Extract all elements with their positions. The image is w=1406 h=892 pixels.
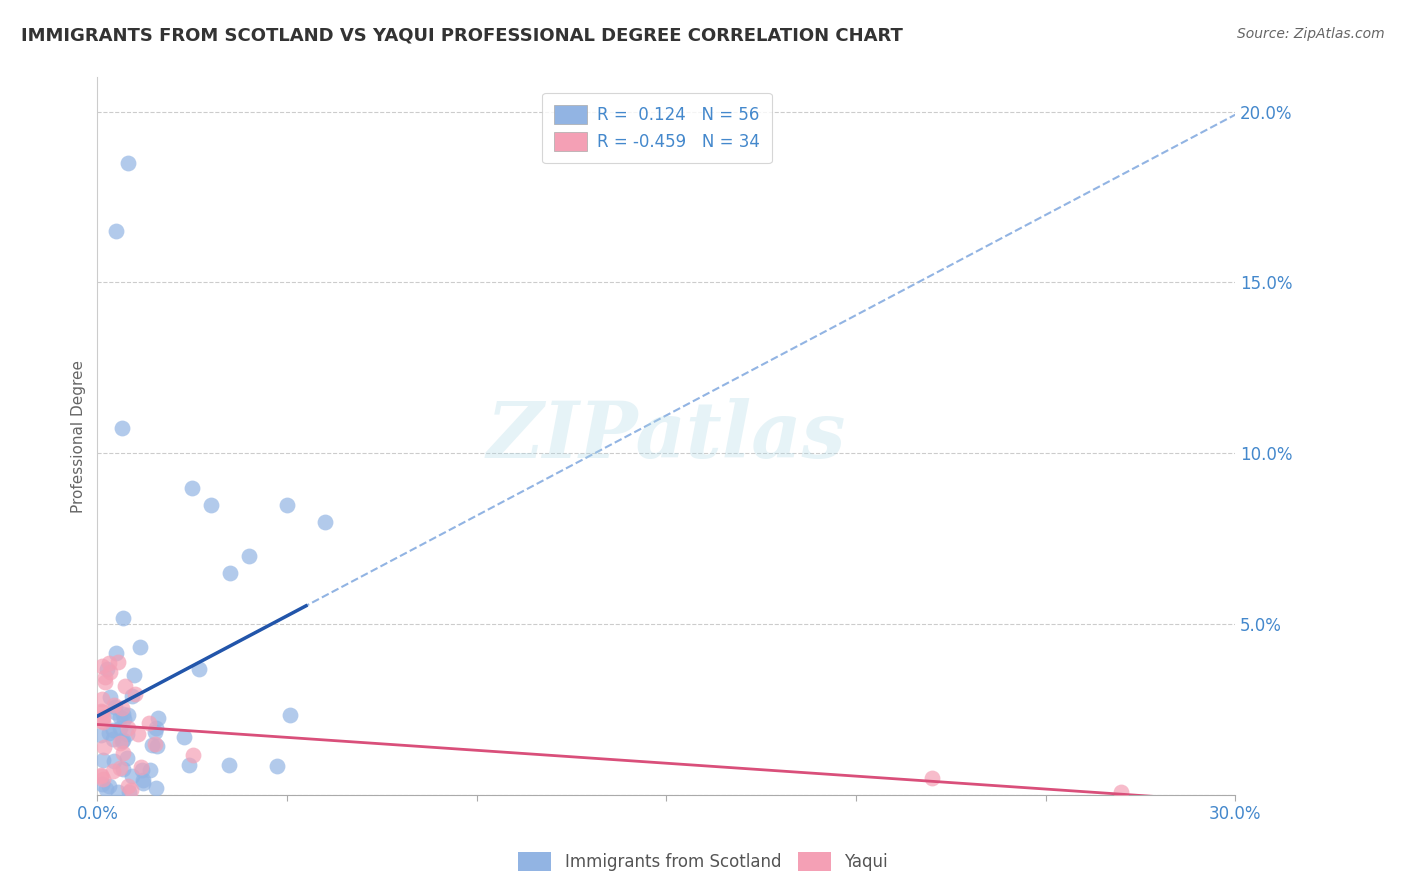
Point (117, 156, 139, 170)
Point (139, 764, 162, 778)
Point (107, 784, 129, 798)
Point (94, 670, 117, 684)
Point (103, 698, 125, 712)
Point (111, 734, 134, 748)
Point (117, 707, 139, 722)
Point (107, 655, 129, 669)
Point (112, 713, 135, 727)
Point (218, 757, 240, 772)
Point (219, 566, 242, 580)
Point (181, 481, 204, 495)
Point (188, 662, 211, 676)
Point (141, 738, 163, 752)
Point (314, 515, 336, 529)
Point (90, 728, 112, 742)
Point (104, 700, 127, 714)
Point (127, 727, 149, 741)
Point (129, 640, 152, 654)
Point (121, 769, 143, 783)
Point (108, 710, 131, 724)
Point (101, 732, 124, 747)
Point (145, 781, 167, 796)
Point (91, 710, 114, 724)
Point (110, 721, 132, 735)
Point (90, 767, 112, 781)
Point (101, 764, 124, 779)
Point (183, 748, 205, 763)
Point (90, 692, 112, 706)
Point (93, 740, 115, 755)
Point (131, 763, 153, 777)
Point (132, 773, 155, 788)
Y-axis label: Professional Degree: Professional Degree (72, 359, 86, 513)
Point (124, 688, 146, 702)
Legend: R =  0.124   N = 56, R = -0.459   N = 34: R = 0.124 N = 56, R = -0.459 N = 34 (543, 93, 772, 163)
Point (98, 665, 121, 680)
Point (98, 726, 121, 740)
Point (138, 715, 160, 730)
Point (98, 779, 121, 793)
Point (132, 776, 155, 790)
Point (118, 784, 141, 798)
Point (96, 662, 118, 676)
Text: IMMIGRANTS FROM SCOTLAND VS YAQUI PROFESSIONAL DEGREE CORRELATION CHART: IMMIGRANTS FROM SCOTLAND VS YAQUI PROFES… (21, 27, 903, 45)
Point (90, 769, 112, 783)
Point (115, 751, 138, 765)
Point (121, 783, 143, 797)
Point (177, 758, 200, 772)
Point (91, 753, 114, 767)
Point (278, 707, 301, 722)
Point (104, 705, 127, 719)
Point (238, 549, 260, 563)
Point (108, 761, 131, 775)
Point (200, 498, 222, 512)
Legend: Immigrants from Scotland, Yaqui: Immigrants from Scotland, Yaqui (509, 843, 897, 880)
Point (129, 760, 152, 774)
Point (105, 224, 128, 238)
Point (266, 759, 288, 773)
Point (112, 706, 135, 721)
Point (122, 668, 145, 682)
Point (111, 762, 134, 776)
Text: Source: ZipAtlas.com: Source: ZipAtlas.com (1237, 27, 1385, 41)
Point (117, 779, 139, 793)
Point (90, 777, 112, 791)
Point (111, 701, 134, 715)
Point (105, 646, 128, 660)
Point (173, 730, 195, 744)
Point (91, 714, 114, 729)
Point (91, 772, 114, 786)
Point (112, 746, 135, 760)
Point (276, 498, 298, 512)
Point (93, 675, 115, 690)
Point (117, 721, 139, 735)
Point (100, 690, 122, 704)
Point (143, 737, 166, 751)
Point (114, 679, 136, 693)
Point (108, 736, 131, 750)
Point (111, 611, 134, 625)
Point (90, 704, 112, 718)
Point (111, 421, 134, 435)
Point (90, 659, 112, 673)
Point (91, 714, 114, 728)
Point (921, 771, 943, 785)
Point (101, 723, 124, 738)
Point (143, 725, 166, 739)
Point (1111, 784, 1133, 798)
Point (103, 755, 125, 769)
Point (121, 690, 143, 704)
Point (90, 706, 112, 720)
Point (98, 656, 121, 670)
Point (111, 732, 134, 747)
Point (145, 721, 167, 735)
Point (117, 726, 139, 740)
Point (148, 711, 170, 725)
Point (146, 739, 169, 754)
Text: ZIPatlas: ZIPatlas (486, 398, 846, 475)
Point (94, 782, 117, 797)
